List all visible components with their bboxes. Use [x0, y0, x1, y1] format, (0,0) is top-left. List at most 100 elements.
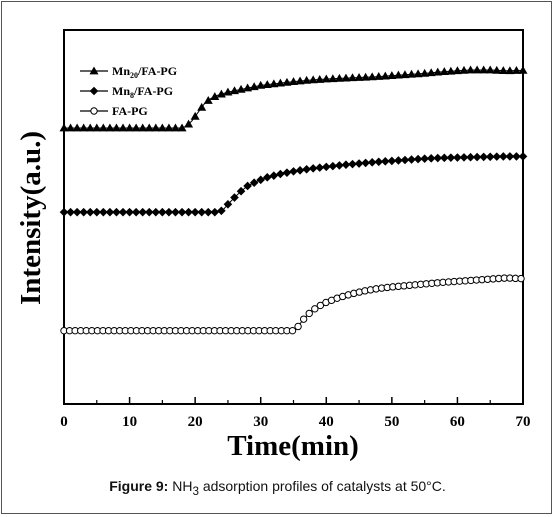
data-point-diamond: [282, 168, 292, 177]
data-point-diamond: [99, 207, 108, 217]
data-point-diamond: [512, 152, 521, 161]
data-point-triangle: [426, 68, 436, 77]
data-point-diamond: [66, 207, 75, 217]
data-point-diamond: [262, 173, 272, 182]
data-point-diamond: [223, 199, 233, 209]
data-point-diamond: [164, 207, 174, 217]
data-point-triangle: [393, 70, 403, 79]
data-point-triangle: [256, 80, 266, 89]
data-point-triangle: [321, 74, 331, 83]
data-point-diamond: [446, 153, 456, 162]
data-point-diamond: [190, 207, 200, 217]
series-layer: [59, 65, 528, 335]
data-point-diamond: [374, 157, 384, 167]
data-point-diamond: [328, 161, 338, 171]
chart: 0 10 20 30 40 50 60 70 Mn20/FA-PGMn8/FA-PGFA-PG…: [15, 29, 531, 462]
data-point-triangle: [498, 66, 508, 74]
data-point-diamond: [217, 206, 226, 216]
data-point-triangle: [452, 66, 462, 75]
data-point-diamond: [348, 159, 357, 169]
legend-label-rest: /FA-PG: [133, 84, 173, 98]
data-point-diamond: [85, 207, 95, 217]
data-point-triangle: [98, 123, 108, 132]
data-point-triangle: [511, 66, 521, 74]
data-point-diamond: [308, 164, 318, 173]
data-point-diamond: [459, 153, 469, 162]
data-point-diamond: [453, 153, 462, 162]
data-point-triangle: [151, 123, 161, 132]
data-point-triangle: [289, 77, 298, 85]
data-point-triangle: [105, 123, 115, 132]
data-point-triangle: [275, 78, 285, 87]
data-point-triangle: [400, 70, 410, 79]
data-point-triangle: [439, 67, 449, 76]
data-point-triangle: [354, 72, 364, 81]
series-1: [59, 152, 528, 217]
data-point-diamond: [289, 167, 298, 176]
data-point-circle: [305, 309, 313, 318]
data-point-triangle: [157, 123, 167, 132]
series-line: [64, 277, 524, 332]
data-point-diamond: [321, 162, 331, 172]
data-point-diamond: [158, 207, 167, 217]
data-point-triangle: [387, 71, 397, 80]
data-point-diamond: [335, 161, 344, 170]
data-point-diamond: [485, 152, 495, 162]
data-point-triangle: [413, 69, 423, 78]
data-point-triangle: [295, 76, 305, 85]
data-point-triangle: [328, 74, 338, 83]
data-point-triangle: [229, 86, 239, 95]
data-point-diamond: [210, 207, 220, 217]
data-point-diamond: [151, 207, 161, 217]
data-point-triangle: [85, 123, 95, 132]
data-point-diamond: [302, 164, 311, 174]
data-point-diamond: [269, 171, 279, 180]
data-point-circle: [311, 305, 319, 313]
data-point-diamond: [230, 193, 239, 202]
x-tick-label: 40: [319, 414, 334, 430]
data-point-triangle: [348, 73, 358, 82]
data-point-diamond: [125, 207, 134, 217]
series-2: [60, 274, 525, 335]
data-point-diamond: [315, 163, 325, 172]
data-point-triangle: [243, 83, 253, 92]
legend-label-subscript: 20: [130, 71, 138, 80]
legend-item: FA-PG: [80, 104, 148, 118]
data-point-circle: [288, 326, 297, 335]
data-point-triangle: [170, 123, 180, 132]
legend-label-rest: /FA-PG: [137, 64, 177, 78]
data-point-circle: [316, 301, 325, 310]
x-tick-label: 50: [384, 414, 399, 430]
series-line: [64, 155, 523, 213]
data-point-triangle: [210, 92, 220, 100]
legend-label-main: FA-PG: [112, 104, 148, 118]
data-point-diamond: [420, 154, 429, 163]
data-point-diamond: [276, 169, 285, 179]
data-point-diamond: [341, 160, 351, 170]
data-point-triangle: [407, 69, 417, 78]
data-point-triangle: [236, 84, 246, 93]
caption-text-after: adsorption profiles of catalysts at 50°C…: [198, 478, 446, 494]
data-point-triangle: [111, 123, 121, 132]
data-point-diamond: [413, 154, 423, 164]
data-point-triangle: [269, 79, 279, 88]
data-point-triangle: [177, 123, 187, 132]
data-point-triangle: [505, 66, 515, 75]
data-point-diamond: [361, 158, 370, 168]
data-point-triangle: [367, 72, 377, 81]
data-point-diamond: [256, 175, 266, 185]
legend-label: FA-PG: [112, 104, 148, 118]
legend-item: Mn8/FA-PG: [80, 84, 173, 100]
data-point-diamond: [440, 153, 449, 163]
data-point-diamond: [131, 207, 141, 217]
data-point-triangle: [485, 65, 495, 74]
data-point-diamond: [295, 166, 305, 175]
data-point-triangle: [79, 123, 89, 132]
caption-label: Figure 9:: [109, 478, 169, 494]
data-point-diamond: [505, 152, 515, 161]
data-point-diamond: [433, 153, 443, 163]
data-point-diamond: [400, 155, 410, 165]
data-point-circle: [90, 107, 98, 115]
data-point-triangle: [125, 123, 135, 132]
